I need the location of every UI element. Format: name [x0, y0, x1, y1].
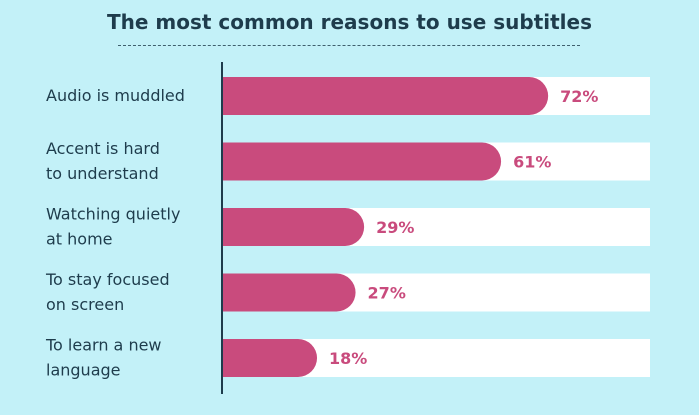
category-label-line: at home [46, 230, 113, 249]
category-label-line: to understand [46, 164, 159, 183]
chart-title: The most common reasons to use subtitles [107, 10, 592, 34]
category-label-line: To stay focused [45, 270, 170, 289]
category-label: To stay focused on screen [45, 270, 170, 314]
bar [222, 273, 356, 312]
value-label: 27% [368, 284, 406, 303]
bar [222, 142, 502, 181]
category-label-line: To learn a new [45, 336, 162, 355]
bar [222, 339, 318, 377]
category-label: Accent is hard to understand [46, 139, 160, 183]
value-label: 18% [329, 349, 367, 368]
title-underline [118, 45, 580, 46]
category-label-line: Watching quietly [46, 205, 180, 224]
value-label: 29% [376, 218, 414, 237]
bar [222, 77, 549, 115]
category-label-line: on screen [46, 295, 124, 314]
category-label-line: Audio is muddled [46, 86, 185, 105]
value-label: 61% [513, 153, 551, 172]
category-label-line: language [46, 361, 121, 380]
category-label-line: Accent is hard [46, 139, 160, 158]
category-label: Audio is muddled [46, 86, 185, 105]
category-label: To learn a new language [45, 336, 162, 380]
bar [222, 208, 365, 246]
category-label: Watching quietly at home [46, 205, 180, 249]
value-label: 72% [560, 87, 598, 106]
